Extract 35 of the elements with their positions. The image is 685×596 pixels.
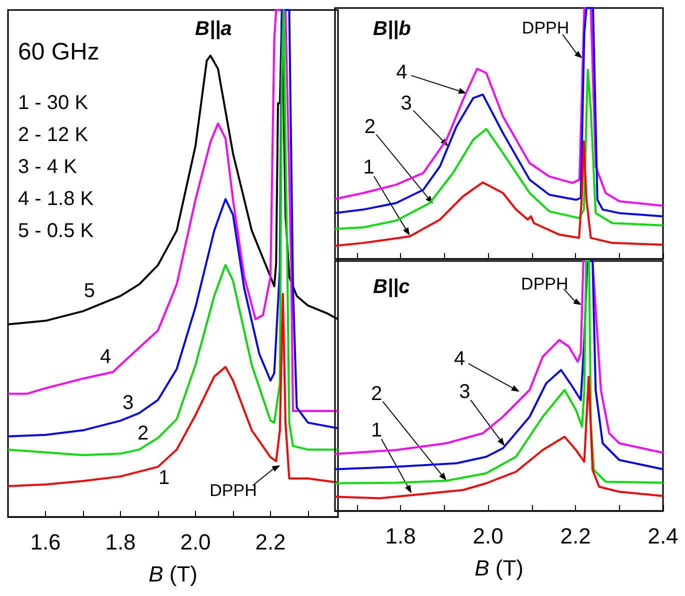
annotation: 4 [100, 346, 112, 368]
annotation: 1 - 30 K [18, 92, 89, 114]
annotation: 3 [400, 92, 412, 114]
annotation: DPPH [521, 274, 568, 294]
x-tick-label: 2.0 [472, 524, 504, 548]
annotation: DPPH [522, 18, 570, 38]
annotation: 2 [364, 116, 376, 138]
x-tick-label: 1.8 [385, 524, 416, 548]
annotation: 5 [84, 280, 95, 302]
annotation: 5 - 0.5 K [18, 220, 94, 242]
annotation: 2 - 12 K [18, 124, 89, 146]
chart-title: B||a [195, 18, 232, 40]
annotation: 1 [363, 156, 374, 179]
annotation: 3 [122, 392, 134, 414]
annotation: 2 [137, 422, 149, 445]
annotation: 1 [158, 466, 170, 489]
text: B||b [373, 18, 411, 40]
annotation: 4 [454, 348, 466, 370]
annotation: 3 - 4 K [18, 156, 78, 178]
annotation: DPPH [210, 480, 257, 500]
x-tick-label: 2.0 [180, 530, 211, 554]
x-tick-label: 2.4 [648, 524, 678, 548]
x-axis-title: B (T) [474, 556, 524, 580]
text: B||c [373, 276, 410, 298]
annotation: 2 [370, 382, 382, 405]
annotation: 3 [459, 381, 470, 403]
x-tick-label: 1.8 [105, 530, 136, 554]
x-axis-title: B (T) [148, 562, 198, 586]
x-tick-label: 2.2 [560, 524, 591, 548]
annotation: 4 [396, 61, 408, 84]
annotation: 60 GHz [18, 38, 100, 66]
annotation: 4 - 1.8 K [18, 188, 94, 210]
x-tick-label: 2.2 [255, 530, 286, 554]
annotation: 1 [370, 419, 382, 442]
x-tick-label: 1.6 [30, 530, 61, 554]
